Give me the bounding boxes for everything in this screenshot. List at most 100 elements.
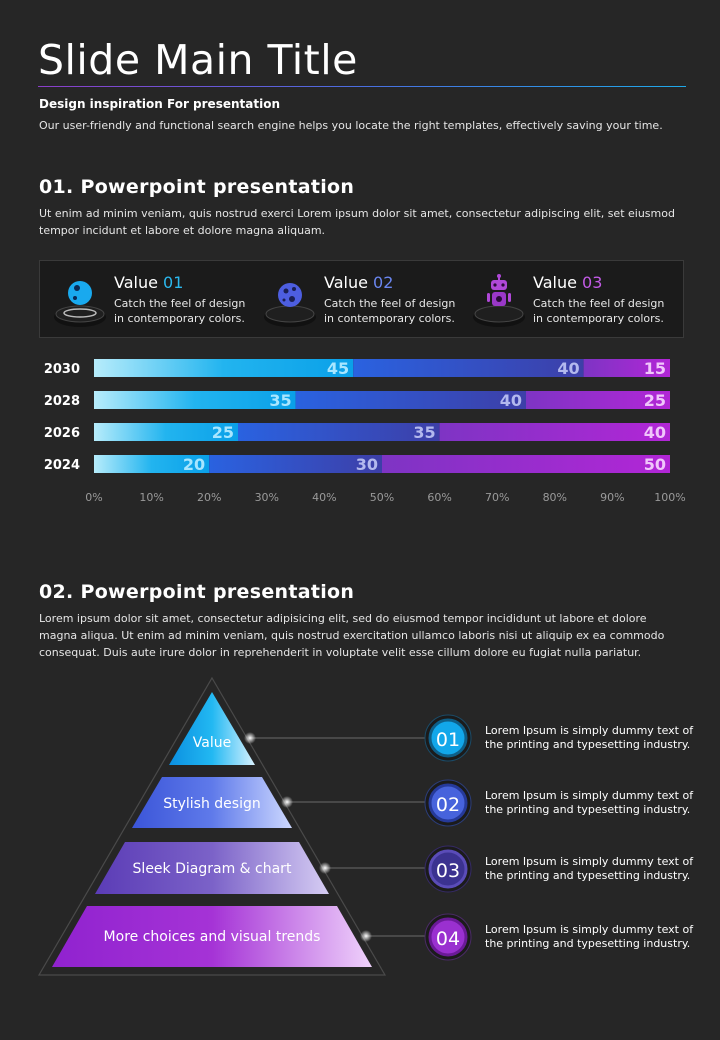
section2-text: Lorem ipsum dolor sit amet, consectetur …: [39, 610, 664, 661]
section2-text-line2: magna aliqua. Ut enim ad minim veniam, q…: [39, 629, 665, 642]
badge-number: 03: [436, 860, 460, 882]
bar-category-label: 2028: [44, 394, 80, 409]
pyramid-text-line2: the printing and typesetting industry.: [485, 937, 691, 950]
section1-heading: 01. Powerpoint presentation: [39, 176, 355, 198]
bar-value-label: 40: [644, 423, 666, 442]
pyramid-text-03: Lorem Ipsum is simply dummy text of the …: [485, 855, 693, 883]
pyramid-layer-2: [132, 777, 292, 828]
glow-dot: [360, 930, 372, 942]
pyramid-text-04: Lorem Ipsum is simply dummy text of the …: [485, 923, 693, 951]
value-text-line2: in contemporary colors.: [114, 312, 245, 325]
section2-text-line1: Lorem ipsum dolor sit amet, consectetur …: [39, 612, 647, 625]
value-title-03: Value 03: [533, 273, 602, 292]
value-item-02: Value 02 Catch the feel of design in con…: [250, 261, 460, 337]
bar-segment: [94, 455, 210, 473]
section2-text-line3: consequat. Duis aute irure dolor in repr…: [39, 646, 642, 659]
bar-segment: [439, 423, 670, 441]
value-text-03: Catch the feel of design in contemporary…: [533, 296, 664, 326]
value-text-line2: in contemporary colors.: [533, 312, 664, 325]
bar-segment: [94, 423, 238, 441]
glow-dot: [244, 732, 256, 744]
value-text-line2: in contemporary colors.: [324, 312, 455, 325]
pyramid-text-line2: the printing and typesetting industry.: [485, 869, 691, 882]
pyramid-outline: [37, 676, 387, 976]
x-tick-label: 30%: [255, 491, 279, 504]
number-badge-02: 02: [424, 779, 472, 827]
pyramid-text-line2: the printing and typesetting industry.: [485, 803, 691, 816]
value-text-line1: Catch the feel of design: [324, 297, 456, 310]
x-tick-label: 40%: [312, 491, 336, 504]
pyramid-text-02: Lorem Ipsum is simply dummy text of the …: [485, 789, 693, 817]
pyramid-diagram: Value Stylish design Sleek Diagram & cha…: [37, 676, 472, 976]
bar-value-label: 30: [356, 455, 378, 474]
pyramid-text-line2: the printing and typesetting industry.: [485, 738, 691, 751]
bar-segment: [238, 423, 440, 441]
number-badge-04: 04: [424, 913, 472, 961]
bar-value-label: 25: [212, 423, 234, 442]
page-subtitle: Design inspiration For presentation: [39, 97, 280, 111]
bar-value-label: 40: [557, 359, 579, 378]
bar-segment: [209, 455, 382, 473]
pyramid-layer-1: [169, 692, 255, 765]
robot-icon: [473, 273, 529, 329]
bar-segment: [353, 359, 584, 377]
value-title-01: Value 01: [114, 273, 183, 292]
pyramid-text-line1: Lorem Ipsum is simply dummy text of: [485, 855, 694, 868]
section2-heading: 02. Powerpoint presentation: [39, 581, 355, 603]
bar-category-label: 2030: [44, 362, 80, 377]
value-number: 02: [373, 273, 394, 292]
value-text-01: Catch the feel of design in contemporary…: [114, 296, 245, 326]
value-item-03: Value 03 Catch the feel of design in con…: [459, 261, 683, 337]
pyramid-layer-4: [52, 906, 372, 967]
x-tick-label: 0%: [85, 491, 102, 504]
number-badge-03: 03: [424, 845, 472, 893]
x-tick-label: 80%: [543, 491, 567, 504]
bar-value-label: 40: [500, 391, 522, 410]
badge-number: 04: [436, 928, 460, 950]
pyramid-text-line1: Lorem Ipsum is simply dummy text of: [485, 724, 694, 737]
pyramid-layer-3: [95, 842, 329, 894]
section1-text: Ut enim ad minim veniam, quis nostrud ex…: [39, 207, 675, 237]
x-tick-label: 50%: [370, 491, 394, 504]
bar-value-label: 20: [183, 455, 205, 474]
value-item-01: Value 01 Catch the feel of design in con…: [40, 261, 250, 337]
value-number: 01: [163, 273, 184, 292]
number-badge-01: 01: [424, 714, 472, 762]
bar-value-label: 45: [327, 359, 349, 378]
bar-value-label: 15: [644, 359, 666, 378]
pyramid-text-line1: Lorem Ipsum is simply dummy text of: [485, 923, 694, 936]
x-tick-label: 90%: [600, 491, 624, 504]
pyramid-label-1: Value: [193, 735, 231, 751]
bar-value-label: 35: [413, 423, 435, 442]
value-label: Value: [114, 273, 158, 292]
badge-number: 02: [436, 794, 460, 816]
planet-icon: [54, 273, 110, 329]
page-description: Our user-friendly and functional search …: [39, 119, 663, 132]
values-panel: Value 01 Catch the feel of design in con…: [39, 260, 684, 338]
value-text-line1: Catch the feel of design: [533, 297, 665, 310]
pyramid-label-2: Stylish design: [163, 796, 261, 812]
x-tick-label: 10%: [139, 491, 163, 504]
bar-category-label: 2024: [44, 458, 80, 473]
value-title-02: Value 02: [324, 273, 393, 292]
bar-value-label: 25: [644, 391, 666, 410]
x-tick-label: 20%: [197, 491, 221, 504]
pyramid-label-4: More choices and visual trends: [104, 929, 321, 945]
value-text-02: Catch the feel of design in contemporary…: [324, 296, 455, 326]
x-tick-label: 100%: [654, 491, 685, 504]
pyramid-text-01: Lorem Ipsum is simply dummy text of the …: [485, 724, 693, 752]
value-text-line1: Catch the feel of design: [114, 297, 246, 310]
value-label: Value: [533, 273, 577, 292]
bar-value-label: 50: [644, 455, 666, 474]
x-tick-label: 60%: [427, 491, 451, 504]
moon-icon: [264, 273, 320, 329]
bar-segment: [94, 359, 354, 377]
bar-segment: [295, 391, 526, 409]
bar-category-label: 2026: [44, 426, 80, 441]
title-divider: [38, 86, 686, 87]
glow-dot: [281, 796, 293, 808]
bar-segment: [94, 391, 296, 409]
badge-number: 01: [436, 729, 460, 751]
value-label: Value: [324, 273, 368, 292]
